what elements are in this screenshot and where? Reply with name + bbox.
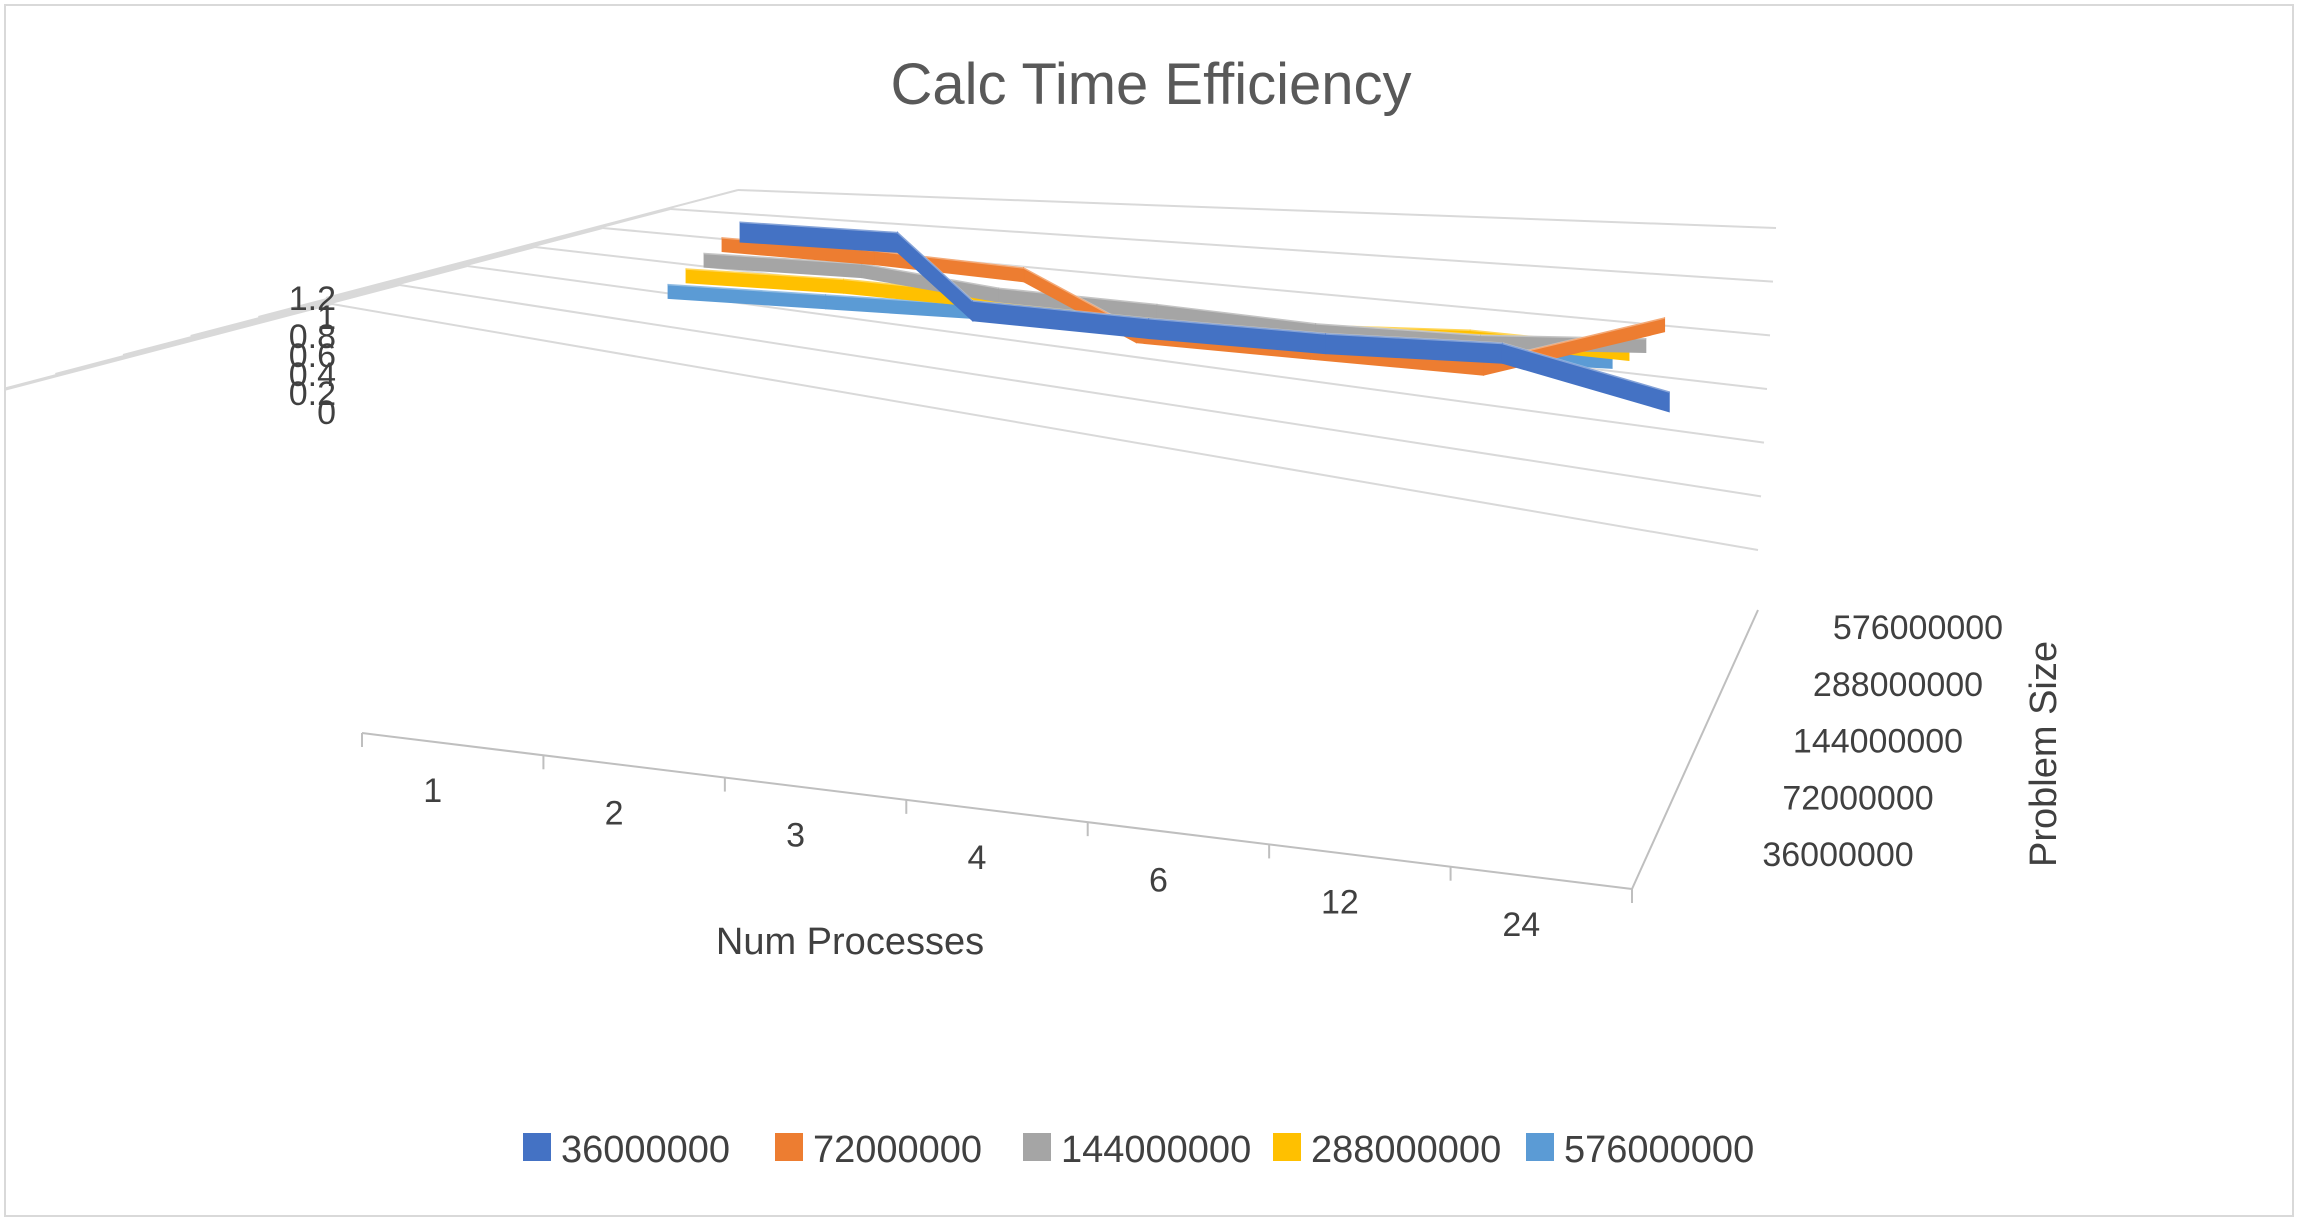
depth-tick-label: 72000000 (1782, 779, 1933, 817)
ribbon-highlight (686, 267, 844, 281)
y-gridline-side (190, 227, 603, 337)
y-gridline-side (6, 284, 400, 390)
x-tick-label: 6 (1149, 861, 1168, 899)
x-tick-label: 4 (968, 839, 987, 877)
depth-axis-title: Problem Size (2023, 641, 2065, 867)
legend-swatch (1023, 1133, 1051, 1161)
y-gridline-side (6, 303, 333, 391)
ribbon-highlight (1325, 332, 1503, 345)
y-tick-label: 0.2 (289, 375, 336, 413)
y-gridline (331, 303, 1759, 551)
series-ribbons (667, 220, 1670, 413)
legend-label: 288000000 (1311, 1129, 1501, 1171)
legend: 36000000 72000000 144000000 288000000 576000… (523, 1129, 1754, 1171)
ribbon-highlight (740, 220, 898, 234)
legend-item: 72000000 (775, 1129, 982, 1171)
chart-title: Calc Time Efficiency (890, 52, 1411, 117)
ribbon-highlight (668, 283, 826, 296)
ribbon-highlight (1148, 317, 1326, 335)
series-36000000 (739, 220, 1670, 413)
legend-item: 144000000 (1023, 1129, 1251, 1171)
depth-tick-label: 144000000 (1793, 723, 1963, 761)
legend-label: 576000000 (1564, 1129, 1754, 1171)
depth-tick-label: 576000000 (1833, 609, 2003, 647)
chart: Calc Time Efficiency 00.20.40.60.811.212… (6, 52, 2065, 1171)
ribbon-highlight (1502, 342, 1670, 393)
legend-swatch (1526, 1133, 1554, 1161)
y-gridline-side (55, 265, 468, 375)
ribbon-highlight (972, 299, 1150, 320)
x-tick-label: 2 (605, 794, 624, 832)
legend-label: 36000000 (561, 1129, 730, 1171)
depth-tick-label: 36000000 (1762, 836, 1913, 874)
ribbon-highlight (998, 287, 1158, 306)
y-gridline (670, 208, 1774, 283)
y-tick-label: 0.4 (289, 356, 336, 394)
legend-swatch (775, 1133, 803, 1161)
y-tick-label: 1.2 (289, 280, 336, 318)
ribbon-highlight (1157, 303, 1317, 325)
ribbon-segment (1501, 342, 1670, 413)
legend-item: 36000000 (523, 1129, 730, 1171)
y-gridline (399, 284, 1762, 498)
x-axis-title: Num Processes (716, 921, 984, 963)
y-gridline-side (325, 189, 739, 299)
axes (361, 609, 1759, 903)
y-tick-label: 0 (317, 394, 336, 432)
depth-tick-label: 288000000 (1813, 666, 1983, 704)
x-tick-label: 3 (786, 817, 805, 855)
x-tick-label: 12 (1321, 884, 1359, 922)
y-tick-label: 0.8 (289, 318, 336, 356)
y-tick-label: 1 (317, 299, 336, 337)
gridlines (6, 189, 1777, 551)
ribbon-highlight (896, 231, 974, 302)
ribbon-highlight (704, 252, 862, 265)
y-gridline (737, 189, 1777, 229)
x-axis-line (361, 732, 1633, 890)
legend-label: 144000000 (1061, 1129, 1251, 1171)
x-tick-label: 24 (1502, 906, 1540, 944)
ribbon-highlight (1315, 322, 1481, 337)
axis-labels: 00.20.40.60.811.212346122457600000028800… (289, 280, 2003, 944)
legend-item: 288000000 (1273, 1129, 1501, 1171)
y-gridline-side (122, 246, 536, 356)
x-tick-label: 1 (423, 772, 442, 810)
depth-axis-line (1631, 609, 1759, 890)
legend-swatch (523, 1133, 551, 1161)
y-tick-label: 0.6 (289, 337, 336, 375)
y-gridline-side (258, 208, 671, 318)
legend-label: 72000000 (813, 1129, 982, 1171)
chart-frame: Calc Time Efficiency 0 0.2 0.4 0.6 0.8 1 1.2 1 2… (4, 4, 2294, 1217)
legend-swatch (1273, 1133, 1301, 1161)
legend-item: 576000000 (1526, 1129, 1754, 1171)
